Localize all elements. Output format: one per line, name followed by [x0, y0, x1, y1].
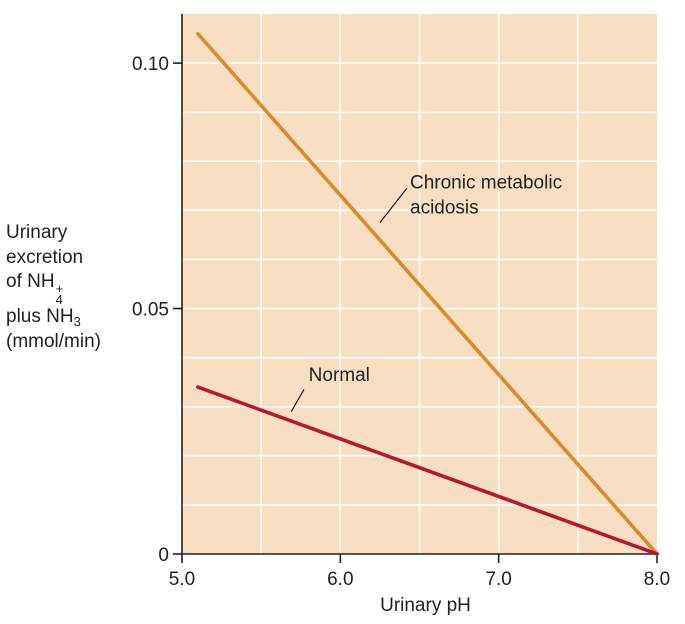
nh4-superscript: + — [55, 281, 64, 296]
y-label-line-5: (mmol/min) — [6, 330, 101, 352]
x-tick-label-1: 6.0 — [327, 569, 353, 590]
y-tick-label-1: 0.05 — [132, 300, 169, 321]
chronic-leader-line — [379, 187, 408, 224]
nh4-subscript: 4 — [55, 292, 63, 307]
chronic-annotation-line-1: acidosis — [410, 197, 479, 218]
x-tick-label-3: 8.0 — [644, 569, 670, 590]
y-tick-label-0: 0 — [158, 545, 169, 566]
y-label-plus-nh: plus NH — [6, 306, 74, 327]
y-label-line-4: plus NH3 — [6, 305, 101, 330]
y-label-line-2: excretion — [6, 246, 84, 268]
y-axis-label: Urinary excretion of NH +4 plus NH3 (mmol… — [6, 221, 101, 354]
chronic-annotation-line-0: Chronic metabolic — [410, 172, 562, 193]
axes — [173, 14, 658, 563]
nh4-scripts: +4 — [55, 281, 64, 307]
normal-line — [196, 385, 659, 556]
y-tick-label-2: 0.10 — [132, 54, 169, 75]
x-tick-label-0: 5.0 — [169, 569, 195, 590]
y-label-of-nh: of NH — [6, 271, 55, 292]
y-label-line-3: of NH +4 — [6, 270, 101, 307]
tick-labels: 5.0 6.0 7.0 8.0 0 0.05 0.10 — [132, 54, 670, 590]
normal-leader-line — [290, 389, 305, 412]
chronic-line — [196, 31, 659, 556]
y-label-line-1: Urinary — [6, 222, 68, 243]
x-axis-label: Urinary pH — [380, 595, 471, 616]
series-lines — [196, 31, 659, 556]
normal-annotation-line-0: Normal — [309, 365, 370, 386]
nh3-subscript: 3 — [73, 314, 81, 329]
annotations: Chronic metabolic acidosis Normal — [290, 172, 562, 412]
x-tick-label-2: 7.0 — [485, 569, 511, 590]
